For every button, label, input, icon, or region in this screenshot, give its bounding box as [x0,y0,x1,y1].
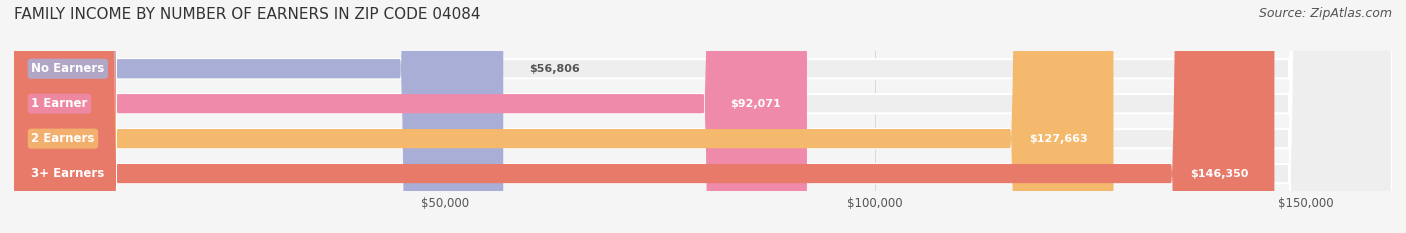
Text: FAMILY INCOME BY NUMBER OF EARNERS IN ZIP CODE 04084: FAMILY INCOME BY NUMBER OF EARNERS IN ZI… [14,7,481,22]
FancyBboxPatch shape [14,0,807,233]
Text: 3+ Earners: 3+ Earners [31,167,104,180]
FancyBboxPatch shape [14,0,1274,233]
Text: No Earners: No Earners [31,62,104,75]
FancyBboxPatch shape [14,0,1392,233]
Text: 2 Earners: 2 Earners [31,132,94,145]
Text: $92,071: $92,071 [730,99,782,109]
FancyBboxPatch shape [14,0,503,233]
FancyBboxPatch shape [14,0,1392,233]
Text: 1 Earner: 1 Earner [31,97,87,110]
Text: $56,806: $56,806 [529,64,579,74]
FancyBboxPatch shape [14,0,1114,233]
FancyBboxPatch shape [14,0,1392,233]
FancyBboxPatch shape [14,0,1392,233]
Text: $127,663: $127,663 [1029,134,1088,144]
Text: $146,350: $146,350 [1191,169,1249,178]
Text: Source: ZipAtlas.com: Source: ZipAtlas.com [1258,7,1392,20]
